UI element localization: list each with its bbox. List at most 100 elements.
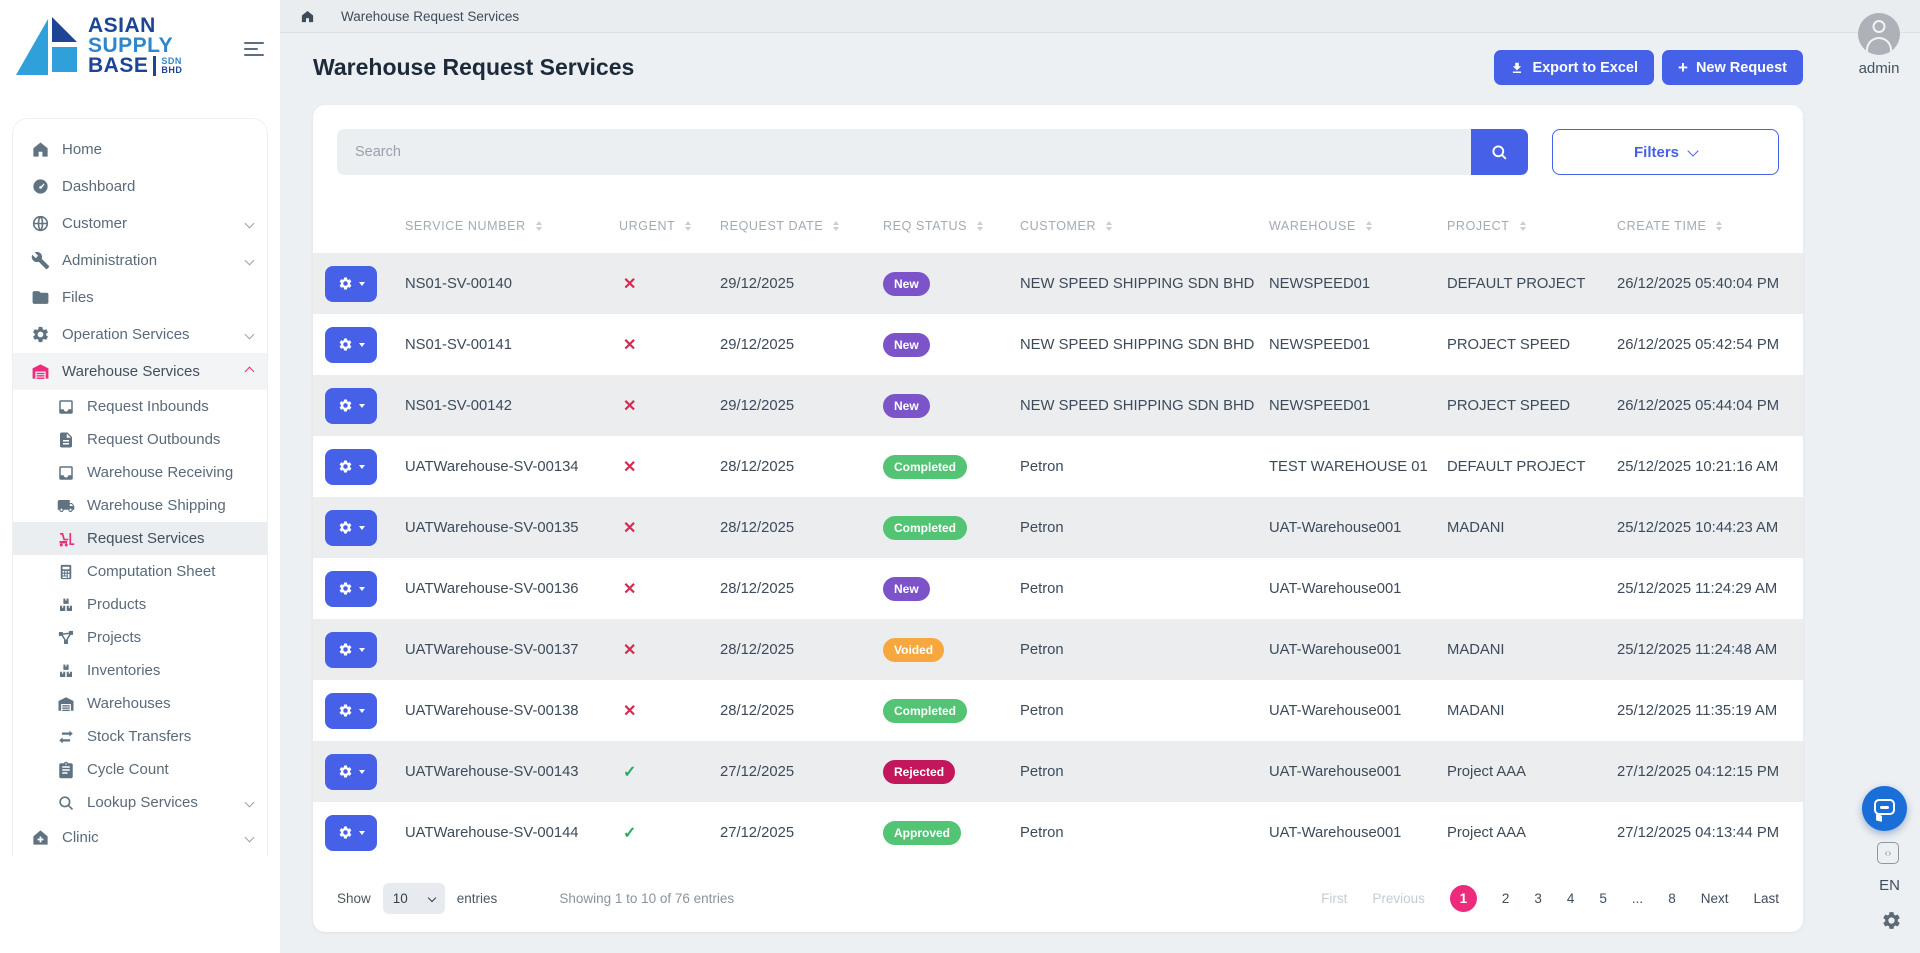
sidebar-item-operation-services[interactable]: Operation Services [13,316,267,353]
table-row: NS01-SV-00141✕29/12/2025NewNEW SPEED SHI… [313,314,1803,375]
sidebar-item-warehouse-services[interactable]: Warehouse Services [13,353,267,390]
row-actions-button[interactable] [325,388,377,424]
cell-customer: Petron [1020,642,1064,658]
column-header-warehouse[interactable]: WAREHOUSE [1269,199,1447,253]
cell-project: PROJECT SPEED [1447,337,1570,353]
cell-create-time: 27/12/2025 04:13:44 PM [1617,825,1779,841]
gear-icon [338,276,353,291]
cell-service-number: UATWarehouse-SV-00138 [405,703,579,719]
column-header-customer[interactable]: CUSTOMER [1020,199,1269,253]
search-input[interactable] [337,129,1528,175]
caret-down-icon [359,770,365,774]
pagination-last[interactable]: Last [1753,891,1779,906]
sidebar-toggle-icon[interactable] [244,42,264,59]
avatar[interactable] [1858,13,1900,55]
column-header-urgent[interactable]: URGENT [619,199,720,253]
column-header-create-time[interactable]: CREATE TIME [1617,199,1803,253]
sidebar-item-label: Customer [62,215,238,232]
sidebar-item-files[interactable]: Files [13,279,267,316]
sidebar-item-products[interactable]: Products [13,588,267,621]
chat-fab-button[interactable] [1862,786,1907,831]
cell-project: PROJECT SPEED [1447,398,1570,414]
filters-button[interactable]: Filters [1552,129,1779,175]
sidebar-item-label: Warehouse Shipping [87,497,253,514]
file-icon [57,431,75,449]
gear-icon [338,825,353,840]
column-header-project[interactable]: PROJECT [1447,199,1617,253]
export-to-excel-button[interactable]: Export to Excel [1494,50,1654,85]
pagination-page-8[interactable]: 8 [1668,891,1676,906]
status-badge: New [883,333,930,357]
chevron-down-icon [245,256,255,266]
column-header-service-number[interactable]: SERVICE NUMBER [405,199,619,253]
language-switcher[interactable]: EN [1879,877,1900,894]
sidebar-item-warehouse-receiving[interactable]: Warehouse Receiving [13,456,267,489]
brand-line-1: ASIAN [88,16,182,36]
home-icon[interactable] [300,9,315,24]
caret-down-icon [359,831,365,835]
row-actions-button[interactable] [325,632,377,668]
cell-customer: NEW SPEED SHIPPING SDN BHD [1020,398,1254,414]
chevron-down-icon [1687,145,1698,156]
sidebar-item-warehouses[interactable]: Warehouses [13,687,267,720]
cell-request-date: 27/12/2025 [720,764,794,780]
table-row: UATWarehouse-SV-00134✕28/12/2025Complete… [313,436,1803,497]
column-header-req-status[interactable]: REQ STATUS [883,199,1020,253]
sidebar-item-request-services[interactable]: Request Services [13,522,267,555]
sidebar-item-dashboard[interactable]: Dashboard [13,168,267,205]
pagination-page-5[interactable]: 5 [1599,891,1607,906]
column-header-request-date[interactable]: REQUEST DATE [720,199,883,253]
sort-icon [1520,220,1526,232]
gear-icon [338,764,353,779]
sidebar-item-clinic[interactable]: Clinic [13,819,267,856]
pagination-next[interactable]: Next [1701,891,1729,906]
sidebar-item-warehouse-shipping[interactable]: Warehouse Shipping [13,489,267,522]
sidebar-item-lookup-services[interactable]: Lookup Services [13,786,267,819]
user-profile[interactable]: admin [1847,13,1911,77]
sidebar-item-home[interactable]: Home [13,131,267,168]
row-actions-button[interactable] [325,693,377,729]
cell-customer: NEW SPEED SHIPPING SDN BHD [1020,337,1254,353]
sidebar-item-customer[interactable]: Customer [13,205,267,242]
search-button[interactable] [1471,129,1528,175]
gear-icon [338,642,353,657]
row-actions-button[interactable] [325,754,377,790]
sidebar-item-computation-sheet[interactable]: Computation Sheet [13,555,267,588]
chevron-down-icon [245,330,255,340]
sidebar-item-cycle-count[interactable]: Cycle Count [13,753,267,786]
status-badge: Approved [883,821,961,845]
urgent-cross-icon: ✕ [619,642,636,659]
sidebar-item-administration[interactable]: Administration [13,242,267,279]
sidebar-item-stock-transfers[interactable]: Stock Transfers [13,720,267,753]
page-size-select[interactable]: 10 [383,883,445,914]
pagination-page-3[interactable]: 3 [1534,891,1542,906]
cell-service-number: UATWarehouse-SV-00134 [405,459,579,475]
new-request-button[interactable]: + New Request [1662,50,1803,85]
row-actions-button[interactable] [325,327,377,363]
settings-gear-icon[interactable] [1881,910,1902,931]
caret-down-icon [359,343,365,347]
sidebar-item-label: Warehouse Services [62,363,238,380]
row-actions-button[interactable] [325,571,377,607]
sidebar-item-inventories[interactable]: Inventories [13,654,267,687]
truck-icon [57,497,75,515]
row-actions-button[interactable] [325,449,377,485]
sidebar-item-request-outbounds[interactable]: Request Outbounds [13,423,267,456]
sidebar-item-projects[interactable]: Projects [13,621,267,654]
cell-service-number: UATWarehouse-SV-00135 [405,520,579,536]
sidebar-item-request-inbounds[interactable]: Request Inbounds [13,390,267,423]
pagination-page-1[interactable]: 1 [1450,885,1477,912]
pagination-page-2[interactable]: 2 [1502,891,1510,906]
urgent-cross-icon: ✕ [619,337,636,354]
table-row: UATWarehouse-SV-00143✓27/12/2025Rejected… [313,741,1803,802]
sidebar-item-label: Request Inbounds [87,398,253,415]
row-actions-button[interactable] [325,266,377,302]
row-actions-button[interactable] [325,815,377,851]
chevron-down-icon [245,798,255,808]
pagination-page-4[interactable]: 4 [1567,891,1575,906]
cell-request-date: 29/12/2025 [720,276,794,292]
sidebar: ASIAN SUPPLY BASE SDN BHD HomeDashboardC… [0,0,280,953]
widget-toggle-icon[interactable]: ‹› [1877,842,1899,864]
row-actions-button[interactable] [325,510,377,546]
urgent-cross-icon: ✕ [619,520,636,537]
